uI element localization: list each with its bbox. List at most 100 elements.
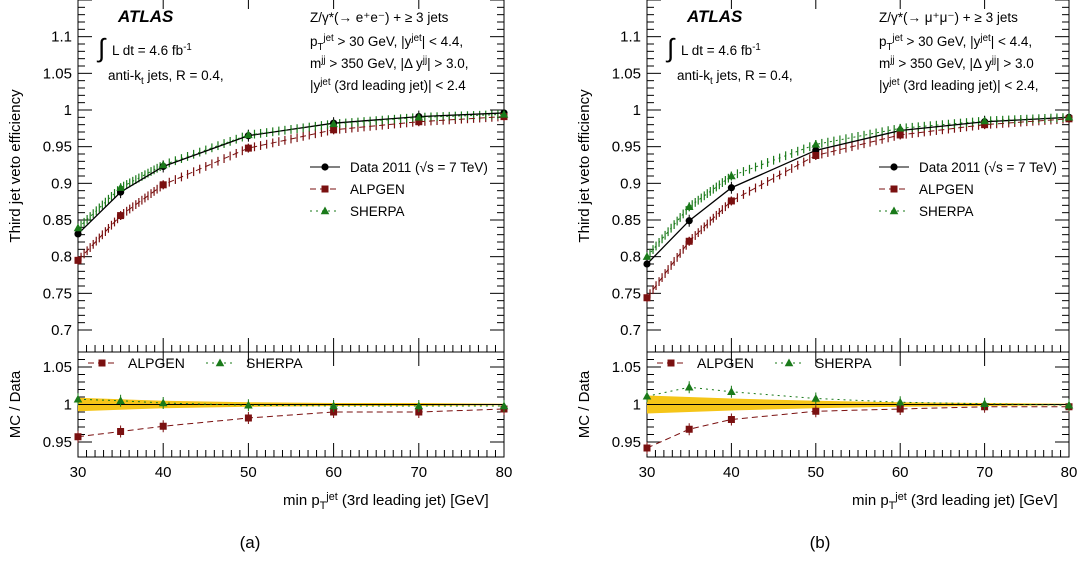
y-tick-label: 0.9 (51, 175, 72, 192)
y-tick-label: 1.05 (43, 65, 72, 82)
ratio-legend: ALPGEN SHERPA (88, 355, 303, 371)
data-point (117, 212, 125, 220)
data-point (981, 121, 989, 129)
data-point (684, 202, 694, 210)
legend-label: SHERPA (246, 355, 303, 371)
legend-label: ALPGEN (128, 355, 185, 371)
y-tick-label: 1.1 (51, 29, 72, 46)
x-tick-label: 70 (410, 464, 427, 481)
legend: Data 2011 (√s = 7 TeV) ALPGEN SHERPA (879, 160, 1057, 219)
y-tick-label: 0.8 (620, 249, 641, 266)
legend-marker (320, 206, 330, 215)
process-label: Z/γ*(→ e⁺e⁻) + ≥ 3 jets (310, 10, 449, 25)
lumi-label: ∫ L dt = 4.6 fb-1 anti-kt jets, R = 0.4, (96, 33, 224, 87)
data-point (159, 181, 167, 189)
chart-panel-b: 0.7 0.75 0.8 0.85 0.9 0.95 1 1.05 1.1 0.95 1 1.05 30… (576, 0, 1077, 552)
cut-label: |yjet (3rd leading jet)| < 2.4 (310, 77, 466, 93)
series-sherpa (73, 109, 509, 232)
ratio-point (414, 401, 424, 410)
y-tick-label: 1 (64, 102, 72, 119)
ratio-point (727, 387, 736, 395)
y-tick-label: 0.7 (51, 322, 72, 339)
data-point (727, 184, 736, 192)
selection-text: Z/γ*(→ e⁺e⁻) + ≥ 3 jets pTjet > 30 GeV, |… (310, 10, 469, 93)
x-axis-label: min pTjet (3rd leading jet) [GeV] (283, 491, 489, 512)
ratio-series-sherpa (642, 381, 1074, 412)
legend-label: ALPGEN (350, 182, 405, 197)
legend: Data 2011 (√s = 7 TeV) ALPGEN SHERPA (310, 160, 488, 219)
data-point (74, 256, 82, 264)
alpgen-uncertainty-band (77, 112, 505, 265)
panel-caption: (b) (810, 533, 831, 552)
legend-marker (890, 185, 898, 193)
ratio-y-tick-label: 1.05 (612, 359, 641, 376)
ratio-point (244, 414, 252, 422)
data-point (73, 223, 83, 232)
data-point (244, 144, 252, 152)
ratio-point (73, 394, 83, 403)
y-tick-label: 0.9 (620, 175, 641, 192)
legend-label: ALPGEN (697, 355, 754, 371)
legend-marker (784, 358, 794, 367)
legend-marker (321, 185, 329, 193)
atlas-label: ATLAS (686, 7, 743, 26)
ratio-point (329, 401, 338, 410)
ratio-point (158, 398, 168, 407)
x-tick-label: 50 (240, 464, 257, 481)
ratio-y-tick-label: 0.95 (43, 434, 72, 451)
ratio-y-tick-label: 1 (64, 397, 72, 414)
data-point (116, 183, 125, 191)
ratio-y-tick-label: 1 (633, 397, 641, 414)
cut-label: pTjet > 30 GeV, |yjet| < 4.4, (879, 33, 1032, 53)
data-point (415, 118, 423, 126)
ratio-point (684, 382, 694, 391)
atlas-label: ATLAS (117, 7, 174, 26)
panel-caption: (a) (240, 533, 261, 552)
x-tick-label: 30 (70, 464, 87, 481)
integral-sign: ∫ (96, 33, 107, 63)
legend-label: Data 2011 (√s = 7 TeV) (919, 160, 1057, 175)
legend-label: ALPGEN (919, 182, 974, 197)
ratio-line (646, 406, 1069, 449)
ratio-point (685, 425, 693, 433)
legend-marker (667, 359, 675, 367)
ratio-series-sherpa (73, 393, 509, 412)
data-point (727, 197, 735, 205)
data-point (414, 112, 424, 121)
ratio-legend: ALPGEN SHERPA (657, 355, 872, 371)
x-tick-label: 70 (976, 464, 993, 481)
data-point (244, 130, 253, 139)
x-tick-label: 50 (807, 464, 824, 481)
legend-marker (98, 359, 106, 367)
ratio-point (812, 407, 820, 415)
y-tick-label: 0.8 (51, 249, 72, 266)
x-tick-label: 80 (1061, 464, 1078, 481)
data-point (330, 126, 338, 134)
integral-sign: ∫ (665, 33, 676, 63)
data-point (895, 123, 905, 132)
ratio-y-axis-label: MC / Data (576, 370, 593, 438)
ratio-line (77, 408, 505, 438)
x-tick-label: 30 (639, 464, 656, 481)
data-point (980, 116, 989, 125)
ratio-point (1064, 400, 1074, 409)
cut-label: mjj > 350 GeV, |Δ yjj| > 3.0, (310, 55, 469, 71)
legend-marker (889, 206, 899, 215)
cut-label: |yjet (3rd leading jet)| < 2.4, (879, 77, 1039, 93)
data-point (643, 294, 651, 302)
y-tick-label: 1.05 (612, 65, 641, 82)
data-point (811, 139, 821, 148)
ratio-point (244, 400, 253, 409)
jet-algorithm-label: anti-kt jets, R = 0.4, (108, 68, 224, 87)
y-tick-label: 0.85 (612, 212, 641, 229)
legend-label: SHERPA (815, 355, 872, 371)
y-tick-label: 0.85 (43, 212, 72, 229)
data-point (896, 131, 904, 139)
ratio-y-tick-label: 1.05 (43, 359, 72, 376)
y-tick-label: 0.95 (612, 139, 641, 156)
lumi-text: L dt = 4.6 fb-1 (112, 42, 192, 58)
y-tick-label: 0.75 (612, 285, 641, 302)
data-point (812, 151, 820, 159)
data-point (158, 160, 168, 169)
y-tick-label: 0.95 (43, 139, 72, 156)
